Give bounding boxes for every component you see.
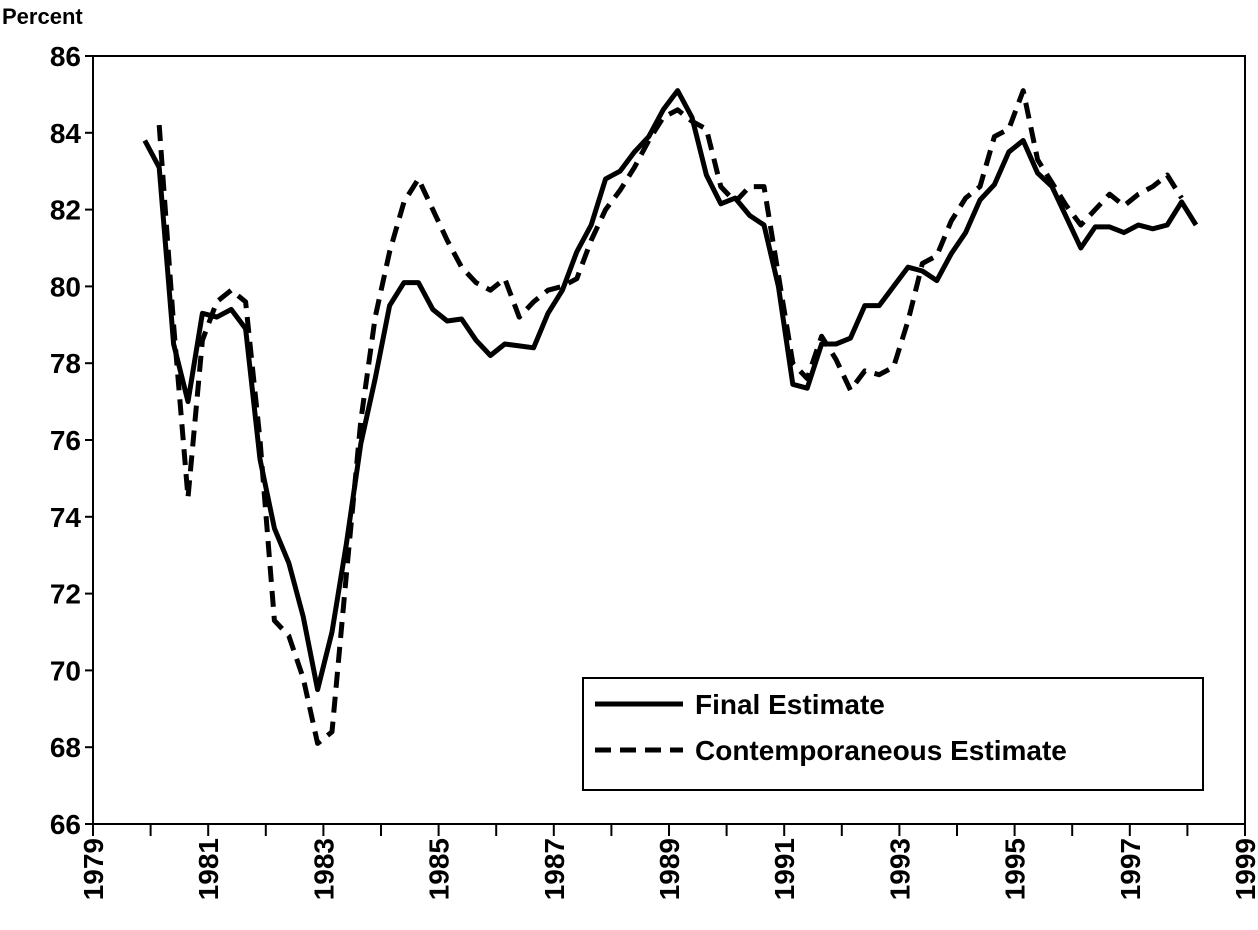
x-tick-label: 1983 [308,838,339,900]
x-tick-label: 1995 [1000,838,1031,900]
data-line [142,88,1199,693]
y-tick-label: 80 [50,271,81,302]
data-line [156,88,1184,746]
legend-label: Contemporaneous Estimate [695,735,1067,766]
y-tick-label: 86 [50,41,81,72]
x-tick-label: 1997 [1115,838,1146,900]
legend-box [582,677,1204,791]
y-tick-label: 76 [50,425,81,456]
y-tick-label: 66 [50,809,81,840]
y-tick-label: 74 [50,502,82,533]
x-tick-label: 1999 [1230,838,1258,900]
y-axis-label: Percent [2,4,83,29]
x-tick-label: 1989 [654,838,685,900]
x-tick-label: 1981 [193,838,224,900]
y-tick-label: 68 [50,732,81,763]
y-tick-label: 84 [50,118,82,149]
legend-label: Final Estimate [695,689,885,720]
x-tick-label: 1987 [539,838,570,900]
x-tick-label: 1985 [424,838,455,900]
x-tick-label: 1979 [78,838,109,900]
y-tick-label: 78 [50,348,81,379]
y-tick-label: 70 [50,655,81,686]
y-tick-label: 82 [50,195,81,226]
y-tick-label: 72 [50,579,81,610]
legend: Final Estimate Contemporaneous Estimate [582,677,1204,791]
x-tick-label: 1991 [769,838,800,900]
x-tick-label: 1993 [884,838,915,900]
